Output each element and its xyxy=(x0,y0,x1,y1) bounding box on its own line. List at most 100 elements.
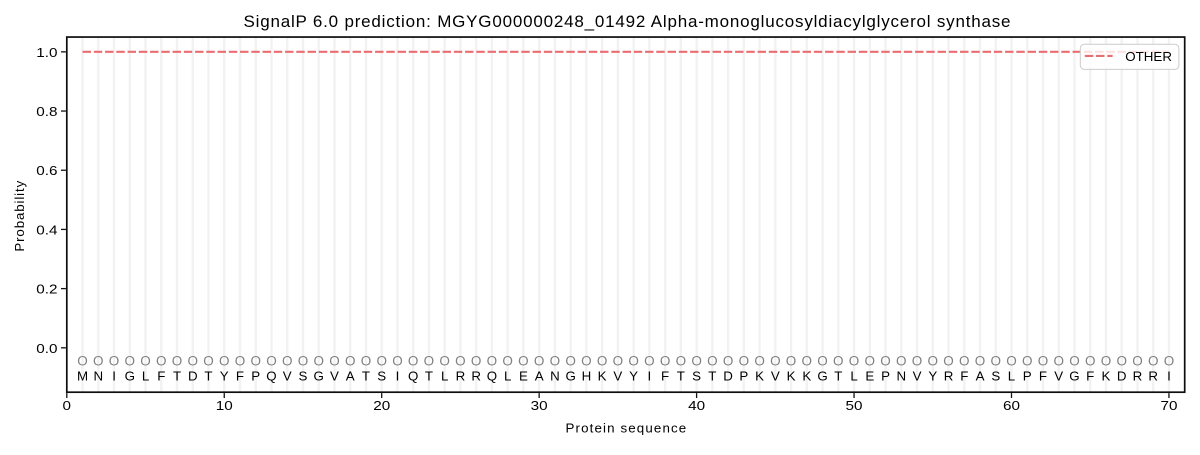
svg-text:L: L xyxy=(850,368,857,383)
svg-text:H: H xyxy=(582,368,592,383)
svg-text:O: O xyxy=(1132,354,1143,369)
svg-text:O: O xyxy=(313,354,324,369)
svg-text:K: K xyxy=(1102,368,1111,383)
svg-text:O: O xyxy=(849,354,860,369)
svg-text:O: O xyxy=(943,354,954,369)
svg-text:O: O xyxy=(534,354,545,369)
svg-text:40: 40 xyxy=(688,398,705,413)
svg-text:G: G xyxy=(565,368,575,383)
svg-text:T: T xyxy=(677,368,685,383)
svg-text:O: O xyxy=(125,354,136,369)
svg-text:K: K xyxy=(755,368,764,383)
svg-text:V: V xyxy=(1054,368,1063,383)
svg-text:O: O xyxy=(250,354,261,369)
svg-text:A: A xyxy=(535,368,544,383)
svg-text:Probability: Probability xyxy=(12,180,27,251)
svg-text:P: P xyxy=(881,368,890,383)
svg-text:Y: Y xyxy=(629,368,638,383)
svg-text:G: G xyxy=(817,368,827,383)
svg-text:O: O xyxy=(817,354,828,369)
svg-text:0.8: 0.8 xyxy=(36,104,57,119)
svg-text:K: K xyxy=(598,368,607,383)
svg-text:0.2: 0.2 xyxy=(36,282,57,297)
svg-text:O: O xyxy=(502,354,513,369)
svg-text:N: N xyxy=(93,368,103,383)
svg-text:O: O xyxy=(376,354,387,369)
svg-text:O: O xyxy=(802,354,813,369)
svg-text:Q: Q xyxy=(487,368,497,383)
svg-text:O: O xyxy=(833,354,844,369)
svg-text:0.6: 0.6 xyxy=(36,163,57,178)
svg-text:R: R xyxy=(456,368,466,383)
svg-text:O: O xyxy=(140,354,151,369)
svg-text:O: O xyxy=(676,354,687,369)
svg-text:O: O xyxy=(282,354,293,369)
svg-text:S: S xyxy=(991,368,1000,383)
svg-text:50: 50 xyxy=(846,398,863,413)
svg-text:D: D xyxy=(1117,368,1127,383)
svg-text:O: O xyxy=(1085,354,1096,369)
svg-text:I: I xyxy=(112,368,116,383)
svg-text:O: O xyxy=(266,354,277,369)
svg-text:O: O xyxy=(959,354,970,369)
svg-text:O: O xyxy=(156,354,167,369)
svg-text:O: O xyxy=(880,354,891,369)
svg-text:0.0: 0.0 xyxy=(36,341,57,356)
svg-text:I: I xyxy=(648,368,652,383)
svg-text:S: S xyxy=(299,368,308,383)
svg-text:70: 70 xyxy=(1160,398,1177,413)
svg-text:F: F xyxy=(236,368,244,383)
svg-text:O: O xyxy=(581,354,592,369)
svg-text:I: I xyxy=(396,368,400,383)
svg-text:O: O xyxy=(928,354,939,369)
svg-text:A: A xyxy=(346,368,355,383)
svg-text:P: P xyxy=(251,368,260,383)
svg-text:1.0: 1.0 xyxy=(36,45,57,60)
svg-text:O: O xyxy=(754,354,765,369)
svg-text:T: T xyxy=(204,368,212,383)
svg-text:O: O xyxy=(219,354,230,369)
svg-text:O: O xyxy=(770,354,781,369)
svg-text:E: E xyxy=(519,368,528,383)
svg-text:R: R xyxy=(471,368,481,383)
svg-text:V: V xyxy=(771,368,780,383)
svg-text:O: O xyxy=(392,354,403,369)
svg-text:T: T xyxy=(834,368,842,383)
svg-text:O: O xyxy=(235,354,246,369)
svg-text:O: O xyxy=(707,354,718,369)
svg-text:0: 0 xyxy=(63,398,71,413)
svg-text:D: D xyxy=(723,368,733,383)
svg-text:OTHER: OTHER xyxy=(1125,49,1172,64)
svg-text:O: O xyxy=(408,354,419,369)
svg-text:T: T xyxy=(362,368,370,383)
svg-text:O: O xyxy=(613,354,624,369)
svg-text:D: D xyxy=(188,368,198,383)
svg-text:K: K xyxy=(802,368,811,383)
svg-text:O: O xyxy=(1006,354,1017,369)
svg-text:O: O xyxy=(597,354,608,369)
svg-text:O: O xyxy=(912,354,923,369)
svg-text:O: O xyxy=(424,354,435,369)
svg-text:O: O xyxy=(93,354,104,369)
svg-text:F: F xyxy=(661,368,669,383)
svg-text:O: O xyxy=(1069,354,1080,369)
svg-text:L: L xyxy=(1008,368,1015,383)
svg-text:O: O xyxy=(660,354,671,369)
svg-text:O: O xyxy=(644,354,655,369)
svg-text:L: L xyxy=(142,368,149,383)
svg-text:10: 10 xyxy=(216,398,233,413)
svg-text:O: O xyxy=(487,354,498,369)
svg-text:SignalP 6.0 prediction: MGYG00: SignalP 6.0 prediction: MGYG000000248_01… xyxy=(244,12,1011,31)
svg-text:E: E xyxy=(865,368,874,383)
svg-text:Protein sequence: Protein sequence xyxy=(566,420,687,435)
svg-text:Y: Y xyxy=(220,368,229,383)
svg-text:V: V xyxy=(283,368,292,383)
svg-text:0.4: 0.4 xyxy=(36,222,58,237)
svg-text:Q: Q xyxy=(266,368,276,383)
svg-text:O: O xyxy=(896,354,907,369)
svg-text:A: A xyxy=(976,368,985,383)
svg-text:F: F xyxy=(1039,368,1047,383)
svg-text:I: I xyxy=(1167,368,1171,383)
svg-text:60: 60 xyxy=(1003,398,1020,413)
svg-text:O: O xyxy=(172,354,183,369)
